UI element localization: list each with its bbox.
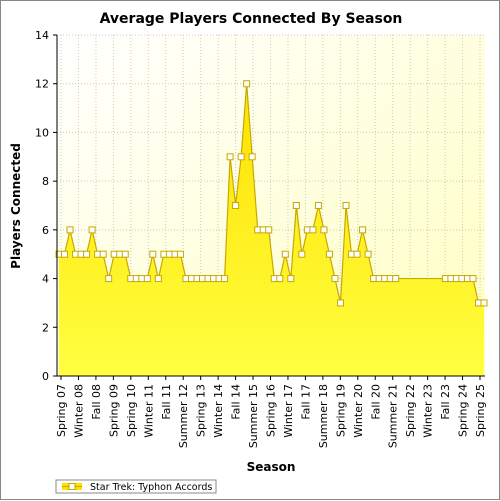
y-tick-label: 2 — [42, 321, 49, 334]
legend-marker — [68, 483, 76, 490]
y-tick-label: 0 — [42, 370, 49, 383]
data-point — [221, 275, 229, 283]
x-tick-label: Fall 17 — [299, 384, 312, 420]
data-point — [287, 275, 295, 283]
x-axis-title: Season — [247, 460, 296, 474]
x-tick-label: Fall 23 — [439, 384, 452, 420]
data-point — [309, 226, 317, 234]
data-point — [298, 250, 306, 258]
data-point — [237, 153, 245, 161]
x-tick-label: Spring 24 — [457, 384, 470, 437]
data-point — [149, 250, 157, 258]
data-point — [88, 226, 96, 234]
data-point — [232, 202, 240, 209]
data-point — [66, 226, 74, 234]
x-tick-label: Summer 18 — [317, 384, 330, 448]
x-tick-label: Spring 22 — [404, 384, 417, 437]
x-tick-label: Spring 10 — [125, 384, 138, 437]
data-point — [325, 250, 333, 258]
data-point — [359, 226, 367, 234]
y-tick-label: 8 — [42, 175, 49, 188]
x-tick-label: Fall 08 — [90, 384, 103, 420]
data-point — [121, 250, 129, 258]
y-tick-label: 14 — [35, 29, 49, 42]
data-point — [154, 275, 162, 283]
x-tick-label: Summer 12 — [177, 384, 190, 448]
x-tick-label: Winter 11 — [142, 384, 155, 438]
data-point — [105, 275, 113, 283]
x-tick-label: Spring 16 — [265, 384, 278, 437]
x-tick-label: Spring 09 — [107, 384, 120, 437]
x-tick-label: Spring 13 — [195, 384, 208, 437]
x-tick-label: Fall 11 — [160, 384, 173, 420]
data-point — [276, 275, 284, 283]
data-point — [320, 226, 328, 234]
x-tick-label: Fall 20 — [369, 384, 382, 420]
data-point — [281, 250, 289, 258]
legend-box — [55, 479, 217, 494]
x-tick-label: Winter 20 — [352, 384, 365, 438]
data-markers — [55, 80, 488, 307]
area-series — [59, 83, 484, 377]
data-point — [392, 275, 400, 283]
data-point — [331, 275, 339, 283]
x-axis-ticks: Spring 07 Winter 08 Fall 08 Spring 09 Spring… — [55, 376, 487, 448]
y-tick-label: 12 — [35, 78, 49, 91]
x-tick-label: Winter 17 — [282, 384, 295, 438]
data-point — [265, 226, 273, 234]
data-point — [99, 250, 107, 258]
data-point — [469, 275, 477, 283]
x-tick-label: Spring 19 — [334, 384, 347, 437]
data-point — [83, 250, 91, 258]
chart-title: Average Players Connected By Season — [100, 11, 403, 27]
y-tick-label: 6 — [42, 224, 49, 237]
x-tick-label: Spring 07 — [55, 384, 68, 437]
data-point — [314, 202, 322, 209]
y-axis-title: Players Connected — [9, 143, 23, 269]
data-point — [353, 250, 361, 258]
data-point — [336, 299, 344, 307]
x-tick-label: Winter 23 — [422, 384, 435, 438]
data-point — [292, 202, 300, 209]
x-tick-label: Winter 14 — [212, 384, 225, 438]
data-point — [176, 250, 184, 258]
legend: Star Trek: Typhon Accords — [55, 479, 217, 494]
data-point — [342, 202, 350, 209]
data-point — [226, 153, 234, 161]
data-point — [61, 250, 69, 258]
data-point — [364, 250, 372, 258]
data-point — [248, 153, 256, 161]
y-tick-label: 4 — [42, 273, 49, 286]
legend-label: Star Trek: Typhon Accords — [90, 482, 212, 493]
series-line — [59, 83, 484, 304]
data-point — [480, 299, 488, 307]
area-fill — [59, 83, 484, 377]
y-tick-label: 10 — [35, 126, 49, 139]
x-tick-label: Summer 15 — [247, 384, 260, 448]
x-tick-label: Winter 08 — [72, 384, 85, 438]
x-tick-label: Summer 21 — [387, 384, 400, 448]
data-point — [143, 275, 151, 283]
x-tick-label: Fall 14 — [230, 384, 243, 420]
x-tick-label: Spring 25 — [474, 384, 487, 437]
data-point — [243, 80, 251, 88]
y-axis-ticks: 0 2 4 6 8 10 12 14 — [35, 29, 57, 383]
